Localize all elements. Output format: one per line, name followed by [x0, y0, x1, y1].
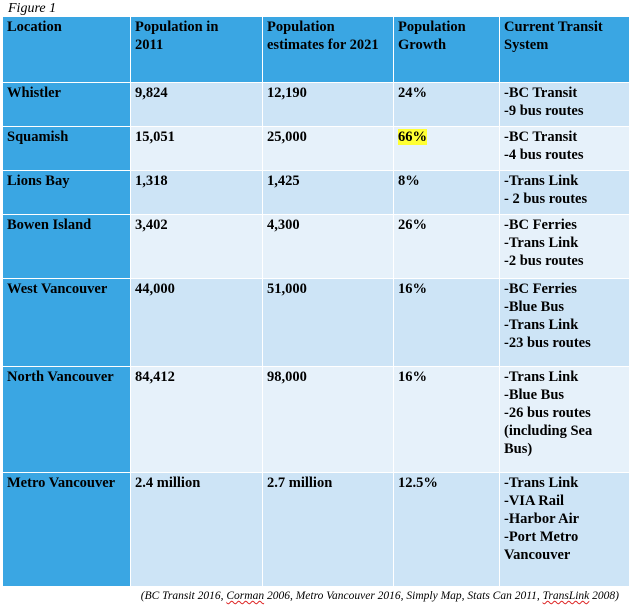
table-row: Lions Bay 1,318 1,425 8% -Trans Link - 2 bus …: [2, 170, 629, 215]
transit-system-cell: -Trans Link - 2 bus routes: [499, 170, 629, 215]
population-2011-cell: 84,412: [130, 366, 263, 473]
transit-system-cell: -Trans Link -VIA Rail -Harbor Air -Port Met…: [499, 472, 629, 587]
growth-cell: 12.5%: [393, 472, 500, 587]
figure-caption: Figure 1: [8, 1, 57, 16]
estimate-2021-cell: 51,000: [262, 278, 394, 367]
estimate-2021-cell: 1,425: [262, 170, 394, 215]
growth-cell: 16%: [393, 278, 500, 367]
population-2011-cell: 3,402: [130, 214, 263, 279]
location-cell: Bowen Island: [2, 214, 131, 279]
location-cell: Whistler: [2, 82, 131, 127]
population-2011-cell: 1,318: [130, 170, 263, 215]
growth-value: 8%: [398, 173, 420, 189]
population-2011-cell: 44,000: [130, 278, 263, 367]
header-transit: Current Transit System: [499, 16, 629, 83]
table-row: West Vancouver 44,000 51,000 16% -BC Ferries…: [2, 278, 629, 367]
header-estimates-2021: Population estimates for 2021: [262, 16, 394, 83]
estimate-2021-cell: 12,190: [262, 82, 394, 127]
growth-cell: 66%: [393, 126, 500, 171]
population-2011-cell: 9,824: [130, 82, 263, 127]
location-cell: West Vancouver: [2, 278, 131, 367]
transit-system-cell: -BC Transit -9 bus routes: [499, 82, 629, 127]
transit-system-cell: -Trans Link -Blue Bus -26 bus routes (inclu…: [499, 366, 629, 473]
header-growth: Population Growth: [393, 16, 500, 83]
estimate-2021-cell: 2.7 million: [262, 472, 394, 587]
estimate-2021-cell: 4,300: [262, 214, 394, 279]
growth-value: 24%: [398, 85, 427, 101]
population-2011-cell: 15,051: [130, 126, 263, 171]
growth-value: 12.5%: [398, 475, 438, 491]
table-row: Squamish 15,051 25,000 66% -BC Transit -4 bus…: [2, 126, 629, 171]
growth-value: 26%: [398, 217, 427, 233]
location-cell: Squamish: [2, 126, 131, 171]
location-cell: North Vancouver: [2, 366, 131, 473]
growth-value: 16%: [398, 369, 427, 385]
table-row: Metro Vancouver 2.4 million 2.7 million 12.…: [2, 472, 629, 587]
location-cell: Lions Bay: [2, 170, 131, 215]
growth-cell: 8%: [393, 170, 500, 215]
growth-value: 16%: [398, 281, 427, 297]
population-2011-cell: 2.4 million: [130, 472, 263, 587]
estimate-2021-cell: 98,000: [262, 366, 394, 473]
header-population-2011: Population in 2011: [130, 16, 263, 83]
header-location: Location: [2, 16, 131, 83]
growth-cell: 26%: [393, 214, 500, 279]
transit-system-cell: -BC Ferries -Trans Link -2 bus routes: [499, 214, 629, 279]
table-row: Bowen Island 3,402 4,300 26% -BC Ferries -Tra…: [2, 214, 629, 279]
growth-highlight: 66%: [398, 129, 427, 145]
header-row: Location Population in 2011 Population e…: [2, 16, 629, 83]
transit-system-cell: -BC Transit -4 bus routes: [499, 126, 629, 171]
transit-system-cell: -BC Ferries -Blue Bus -Trans Link -23 bus r…: [499, 278, 629, 367]
table-row: North Vancouver 84,412 98,000 16% -Trans Lin…: [2, 366, 629, 473]
estimate-2021-cell: 25,000: [262, 126, 394, 171]
transit-table: Location Population in 2011 Population e…: [2, 16, 629, 587]
growth-cell: 16%: [393, 366, 500, 473]
table-row: Whistler 9,824 12,190 24% -BC Transit -9 bus …: [2, 82, 629, 127]
growth-cell: 24%: [393, 82, 500, 127]
location-cell: Metro Vancouver: [2, 472, 131, 587]
source-citation: (BC Transit 2016, Corman 2006, Metro Van…: [140, 590, 619, 602]
